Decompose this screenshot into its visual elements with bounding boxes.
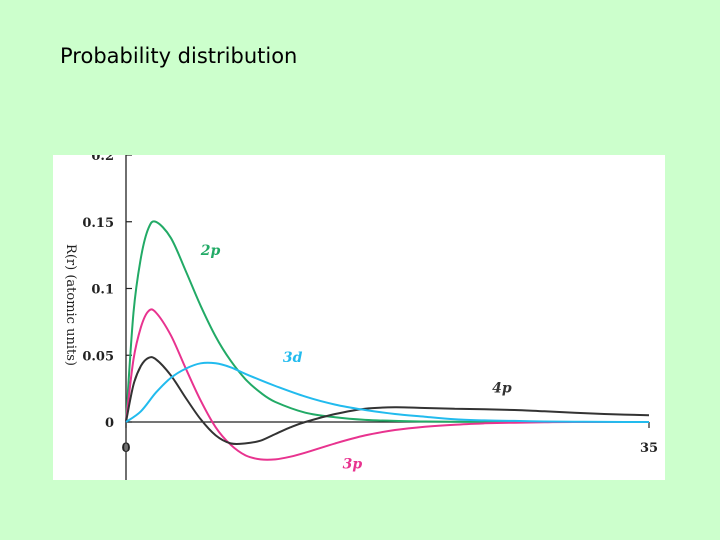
probability-chart: 0 0.05 0.1 0.15 0.2 0 35 R(r) (atomic units) 2p… — [63, 155, 658, 480]
y-tick-label: 0.1 — [91, 283, 114, 298]
y-axis-label: R(r) (atomic units) — [63, 244, 78, 366]
chart-panel: 0 0.05 0.1 0.15 0.2 0 35 R(r) (atomic units) 2p… — [53, 155, 665, 480]
y-tick-label: 0.2 — [91, 155, 114, 164]
x-tick-label: 35 — [640, 441, 658, 456]
series-label-4p: 4p — [492, 381, 512, 397]
series-line-3p — [125, 308, 649, 461]
y-tick-label: 0.05 — [82, 349, 114, 364]
x-tick-label: 0 — [121, 441, 130, 456]
series-label-3d: 3d — [283, 350, 303, 366]
series-label-3p: 3p — [343, 457, 363, 473]
y-tick-label: 0.15 — [82, 216, 114, 231]
series-line-2p — [125, 220, 649, 424]
series-line-3d — [125, 361, 650, 423]
series-line-4p — [125, 356, 650, 446]
series-label-2p: 2p — [200, 243, 221, 259]
y-tick-label: 0 — [105, 416, 114, 431]
slide-title: Probability distribution — [60, 44, 298, 68]
